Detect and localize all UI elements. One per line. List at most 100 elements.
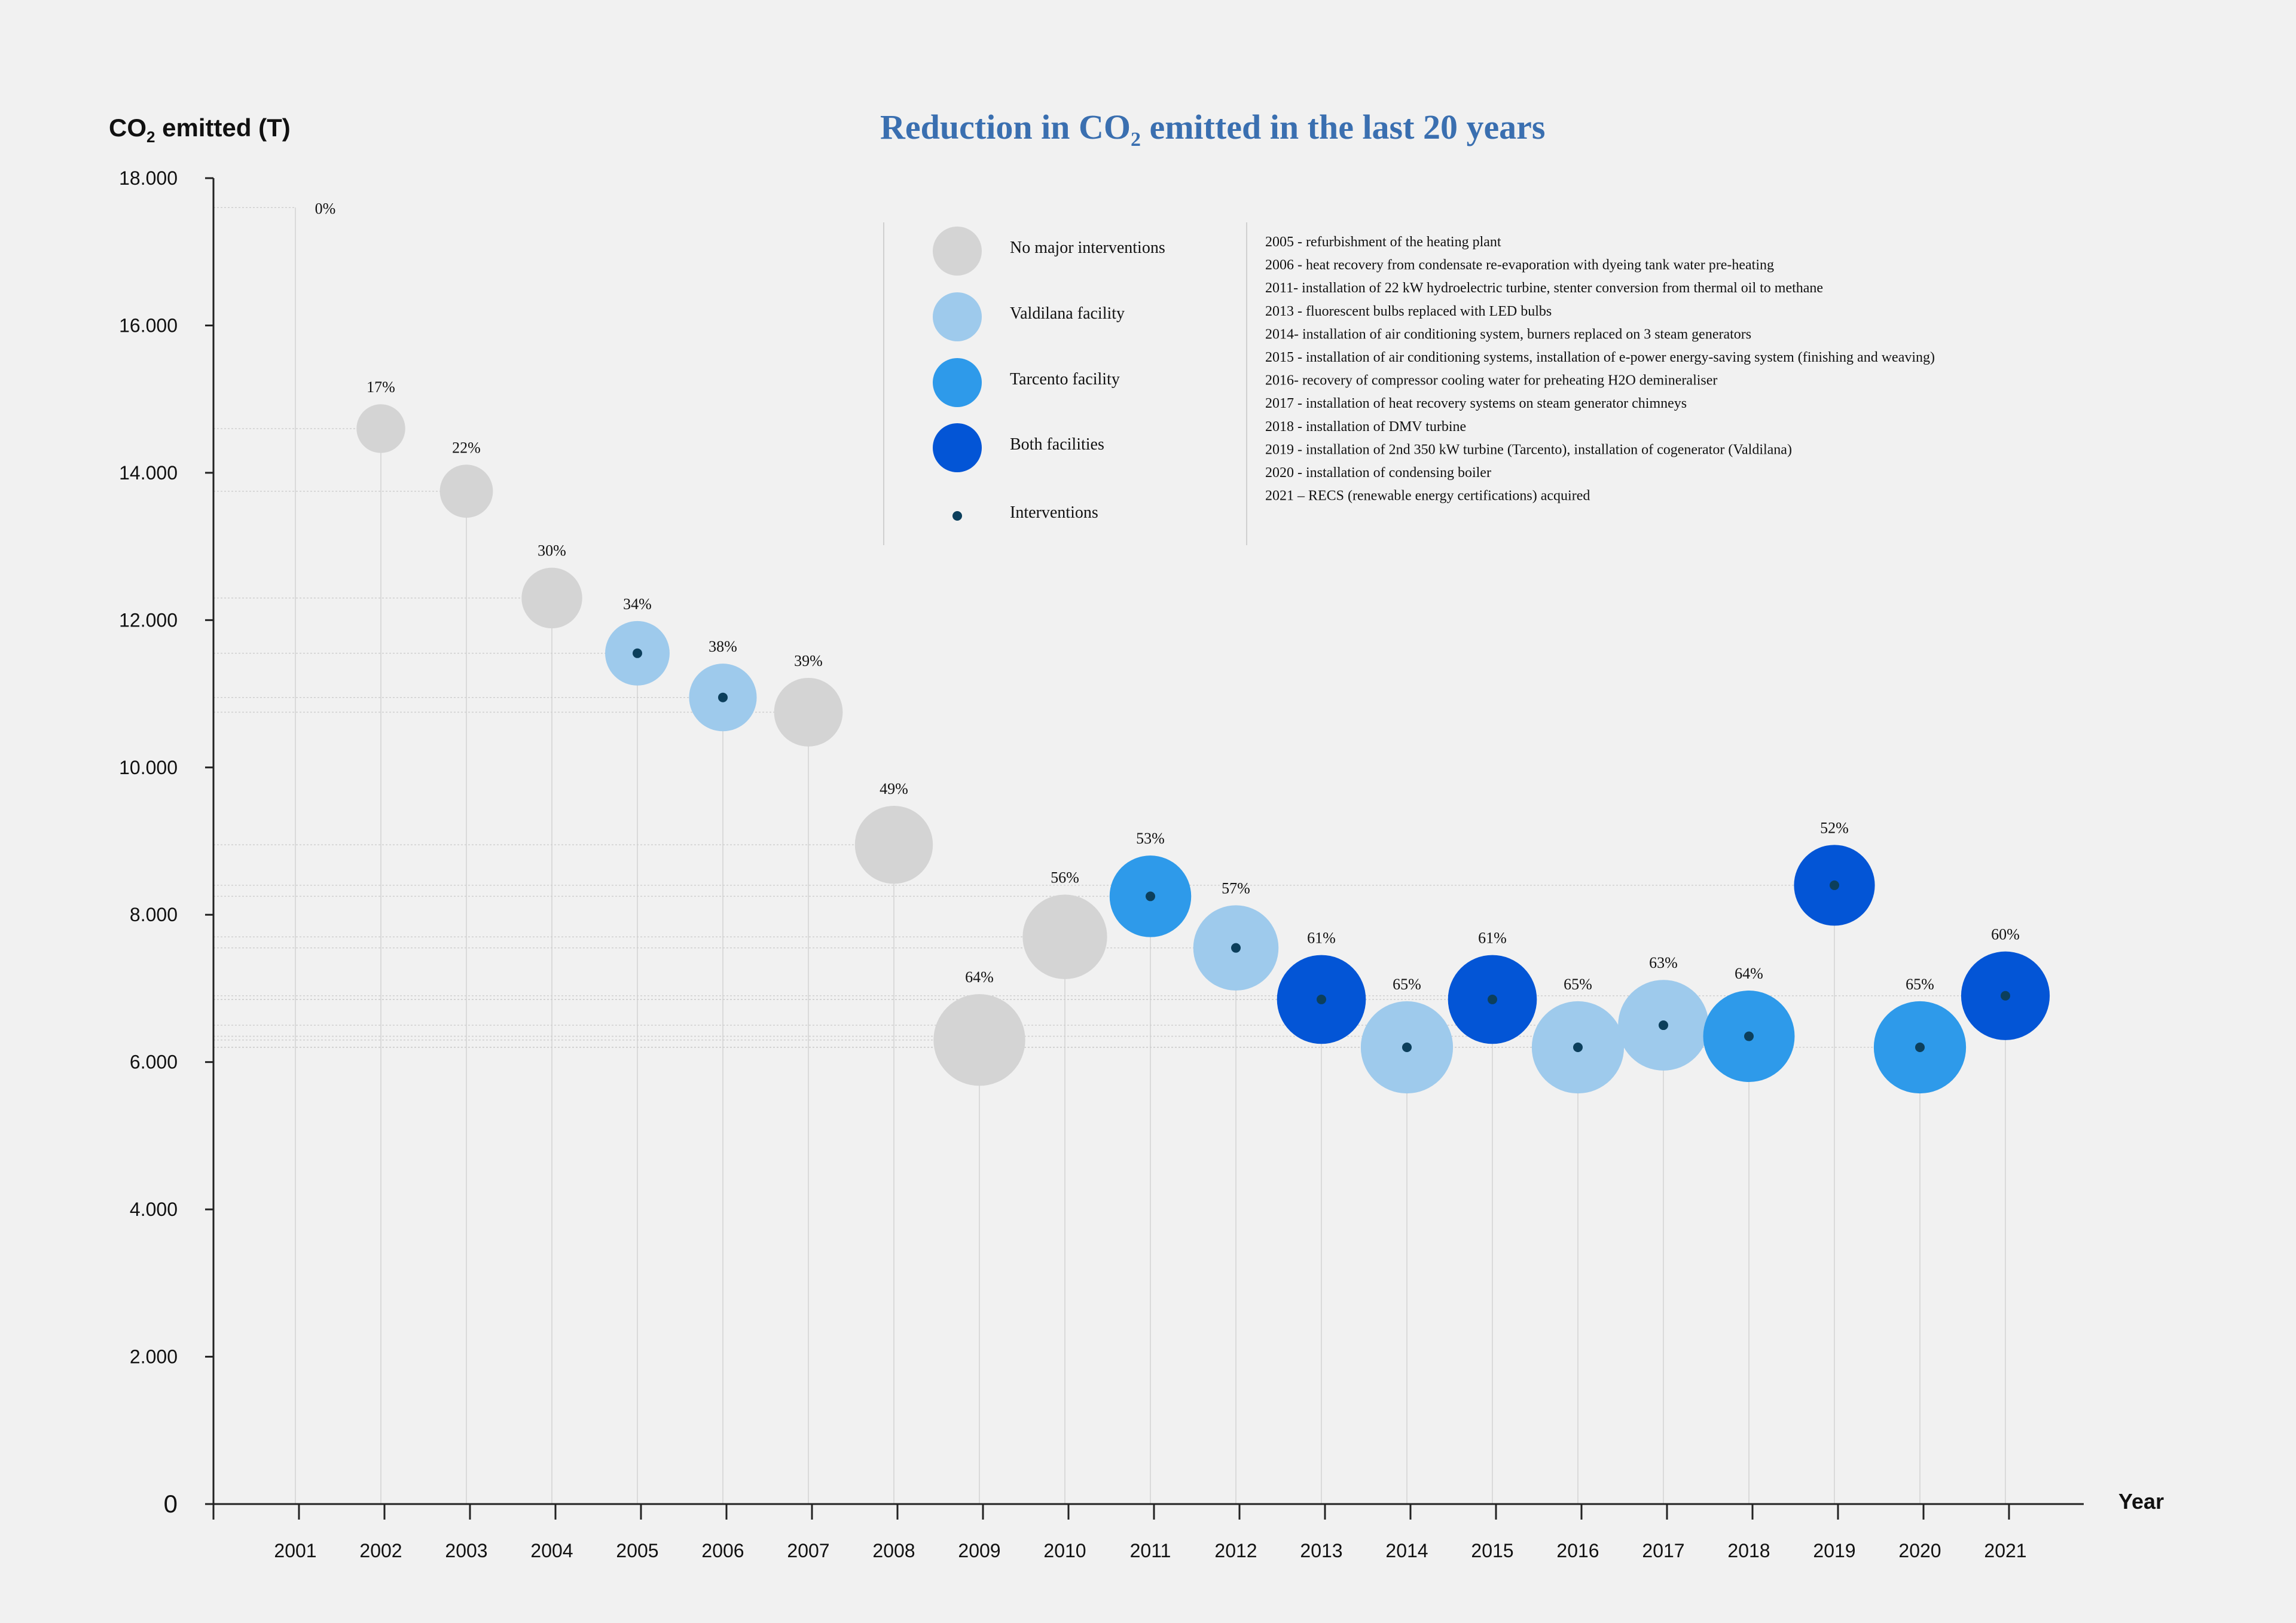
legend-label: Tarcento facility (1010, 370, 1120, 389)
y-tick-label: 14.000 (119, 462, 178, 484)
x-tick-label: 2018 (1727, 1540, 1770, 1561)
x-tick-label: 2011 (1130, 1540, 1171, 1561)
pct-label-2008: 49% (880, 780, 908, 797)
legend-label: Interventions (1010, 503, 1098, 522)
bubbles (356, 404, 2050, 1094)
pct-label-2011: 53% (1136, 830, 1165, 847)
intervention-dot-2018 (1744, 1031, 1754, 1041)
y-tick-label: 12.000 (119, 609, 178, 631)
intervention-dot-2014 (1402, 1043, 1412, 1053)
pct-label-2007: 39% (794, 652, 823, 670)
bubble-2008 (854, 805, 933, 884)
intervention-note: 2006 - heat recovery from condensate re-… (1265, 258, 1774, 273)
bubble-2004 (521, 567, 582, 629)
intervention-dot-2006 (718, 692, 728, 702)
legend-swatch (933, 423, 982, 472)
intervention-dot-2011 (1146, 891, 1155, 901)
x-tick-label: 2017 (1642, 1540, 1684, 1561)
intervention-dot-2019 (1830, 880, 1839, 890)
intervention-note: 2019 - installation of 2nd 350 kW turbin… (1265, 442, 1792, 457)
x-tick-label: 2003 (445, 1540, 487, 1561)
y-tick-label: 6.000 (130, 1052, 178, 1073)
pct-label-2016: 65% (1564, 976, 1592, 993)
pct-label-2003: 22% (452, 439, 481, 456)
intervention-note: 2017 - installation of heat recovery sys… (1265, 396, 1687, 411)
pct-label-2018: 64% (1735, 965, 1763, 982)
y-tick-label: 10.000 (119, 757, 178, 778)
legend-swatch (933, 292, 982, 341)
x-tick-label: 2021 (1984, 1540, 2026, 1561)
x-tick-label: 2007 (787, 1540, 829, 1561)
pct-label-2020: 65% (1906, 976, 1934, 993)
legend-swatch (933, 227, 982, 276)
x-tick-label: 2013 (1300, 1540, 1342, 1561)
intervention-note: 2018 - installation of DMV turbine (1265, 419, 1466, 435)
x-tick-label: 2004 (530, 1540, 573, 1561)
x-tick-label: 2016 (1556, 1540, 1599, 1561)
y-tick-label: 16.000 (119, 314, 178, 336)
x-tick-label: 2015 (1471, 1540, 1513, 1561)
x-tick-label: 2008 (872, 1540, 915, 1561)
pct-label-2012: 57% (1222, 879, 1250, 897)
x-tick-label: 2020 (1898, 1540, 1941, 1561)
pct-label-2002: 17% (367, 378, 395, 396)
intervention-dot-2021 (2001, 991, 2010, 1001)
pct-label-2021: 60% (1991, 926, 2020, 943)
pct-label-2013: 61% (1307, 930, 1336, 947)
intervention-note: 2011- installation of 22 kW hydroelectri… (1265, 280, 1823, 296)
bubble-2007 (774, 677, 843, 747)
guide-lines (213, 207, 2006, 1504)
intervention-note: 2013 - fluorescent bulbs replaced with L… (1265, 304, 1552, 319)
labels: 0% 17% 22% 30% 34% 38% 39% 49% 64% 56% 53% 57% 61% 65… (315, 200, 2020, 993)
x-tick-label: 2010 (1043, 1540, 1086, 1561)
pct-label-2010: 56% (1051, 869, 1079, 887)
y-axis-label: CO2 emitted (T) (109, 114, 291, 146)
legend-swatch-interventions (952, 511, 962, 521)
pct-label-2001: 0% (315, 200, 336, 217)
x-tick-label: 2006 (701, 1540, 744, 1561)
intervention-note: 2015 - installation of air conditioning … (1265, 350, 1935, 365)
legend-label: Both facilities (1010, 435, 1104, 454)
x-tick-label: 2009 (958, 1540, 1000, 1561)
intervention-dot-2020 (1915, 1043, 1925, 1053)
x-tick-label: 2002 (359, 1540, 402, 1561)
x-tick-label: 2012 (1214, 1540, 1257, 1561)
x-tick-label: 2014 (1385, 1540, 1428, 1561)
pct-label-2004: 30% (538, 542, 566, 560)
intervention-dot-2017 (1659, 1020, 1668, 1031)
y-tick-label: 8.000 (130, 904, 178, 925)
legend-swatch (933, 358, 982, 407)
pct-label-2017: 63% (1649, 954, 1678, 971)
bubble-2002 (356, 404, 405, 453)
pct-label-2006: 38% (709, 638, 737, 655)
x-axis-label: Year (2118, 1489, 2164, 1514)
axes: Reduction in CO2 emitted in the last 20 … (109, 108, 2164, 1561)
intervention-note: 2020 - installation of condensing boiler (1265, 465, 1491, 481)
chart-title: Reduction in CO2 emitted in the last 20 … (880, 108, 1546, 151)
legend-label: Valdilana facility (1010, 304, 1125, 323)
intervention-note: 2014- installation of air conditioning s… (1265, 326, 1751, 342)
y-tick-label: 0 (164, 1490, 178, 1518)
intervention-dot-2005 (633, 648, 642, 658)
intervention-dot-2015 (1488, 994, 1497, 1004)
y-tick-label: 18.000 (119, 167, 178, 189)
intervention-dot-2013 (1317, 994, 1326, 1004)
intervention-note: 2021 – RECS (renewable energy certificat… (1265, 488, 1590, 504)
y-tick-label: 4.000 (130, 1199, 178, 1220)
bubble-2010 (1022, 894, 1107, 979)
intervention-note: 2016- recovery of compressor cooling wat… (1265, 373, 1717, 389)
pct-label-2019: 52% (1820, 819, 1849, 836)
pct-label-2015: 61% (1478, 930, 1507, 947)
legend: No major interventions Valdilana facility… (883, 222, 1247, 545)
intervention-dot-2016 (1573, 1043, 1583, 1053)
pct-label-2014: 65% (1393, 976, 1421, 993)
interventions-list: 2005 - refurbishment of the heating plan… (1265, 234, 1935, 504)
x-tick-label: 2019 (1813, 1540, 1855, 1561)
x-tick-label: 2005 (616, 1540, 658, 1561)
pct-label-2009: 64% (965, 968, 994, 986)
intervention-dot-2012 (1231, 943, 1241, 953)
bubble-2009 (933, 994, 1025, 1086)
y-tick-label: 2.000 (130, 1346, 178, 1368)
bubble-2003 (439, 464, 493, 518)
